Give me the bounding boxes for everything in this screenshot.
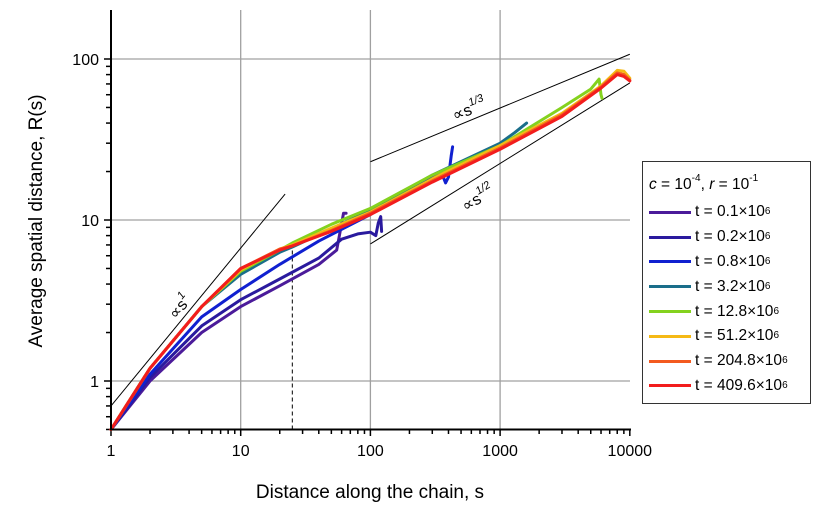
y-axis-title: Average spatial distance, R(s)	[26, 94, 47, 347]
x-axis-title: Distance along the chain, s	[256, 482, 484, 503]
legend-title-r-value: = 10	[714, 176, 750, 193]
legend-label: t = 0.2×10	[695, 228, 765, 246]
x-tick-label: 10000	[608, 443, 653, 460]
legend-swatch	[649, 334, 691, 338]
annotation-s12: ∝s1/2	[457, 179, 498, 215]
x-tick-label: 1000	[482, 443, 518, 460]
axes	[110, 10, 631, 431]
annotation-s1: ∝s1	[163, 289, 195, 322]
legend-items: t = 0.1×10 6 t = 0.2×10 6 t = 0.8×10 6 t = 3.2…	[649, 200, 810, 398]
legend-swatch	[649, 359, 691, 363]
annotation-s13: ∝s1/3	[449, 92, 490, 125]
data-series	[109, 68, 632, 431]
series-line	[109, 215, 384, 431]
x-tick-label: 100	[357, 443, 384, 460]
legend-title-sep: ,	[700, 176, 710, 193]
legend-swatch	[649, 310, 691, 314]
legend-label: t = 51.2×10	[695, 327, 774, 345]
y-tick-labels: 1 10 100	[72, 52, 99, 391]
legend-title-c-value: = 10	[656, 176, 692, 193]
legend-item: t = 204.8×10 6	[649, 349, 810, 374]
series-line	[109, 145, 455, 431]
reference-line	[370, 82, 631, 245]
y-tick-label: 10	[81, 213, 99, 230]
x-tick-label: 10	[232, 443, 250, 460]
grid-lines	[111, 10, 630, 429]
legend: c = 10-4, r = 10-1 t = 0.1×10 6 t = 0.2×10…	[642, 161, 811, 404]
reference-line	[370, 53, 630, 163]
legend-label: t = 3.2×10	[695, 277, 765, 295]
legend-title-c-exp: -4	[691, 173, 701, 184]
series-line	[109, 121, 529, 431]
legend-swatch	[649, 285, 691, 289]
legend-label: t = 12.8×10	[695, 302, 774, 320]
y-tick-label: 100	[72, 52, 99, 69]
legend-item: t = 409.6×10 6	[649, 374, 810, 399]
legend-item: t = 51.2×10 6	[649, 324, 810, 349]
legend-item: t = 0.8×10 6	[649, 250, 810, 275]
legend-label: t = 204.8×10	[695, 352, 783, 370]
legend-swatch	[649, 384, 691, 388]
legend-label: t = 0.1×10	[695, 203, 765, 221]
legend-item: t = 12.8×10 6	[649, 299, 810, 324]
legend-swatch	[649, 260, 691, 264]
legend-item: t = 3.2×10 6	[649, 274, 810, 299]
legend-item: t = 0.1×10 6	[649, 200, 810, 225]
legend-item: t = 0.2×10 6	[649, 225, 810, 250]
legend-title-r: r	[709, 176, 715, 193]
legend-title-c: c	[649, 176, 657, 193]
legend-label: t = 0.8×10	[695, 252, 765, 270]
x-tick-label: 1	[107, 443, 116, 460]
legend-swatch	[649, 235, 691, 239]
legend-swatch	[649, 210, 691, 214]
series-line	[109, 73, 632, 431]
x-tick-labels: 1 10 100 1000 10000	[107, 443, 653, 460]
legend-label: t = 409.6×10	[695, 376, 783, 394]
legend-title: c = 10-4, r = 10-1	[649, 174, 810, 200]
reference-lines	[110, 53, 631, 407]
legend-title-r-exp: -1	[749, 173, 759, 184]
reference-line	[110, 193, 286, 407]
y-tick-label: 1	[90, 374, 99, 391]
